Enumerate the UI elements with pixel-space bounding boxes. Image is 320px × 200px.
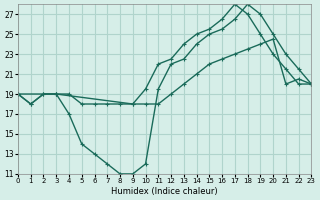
- X-axis label: Humidex (Indice chaleur): Humidex (Indice chaleur): [111, 187, 218, 196]
